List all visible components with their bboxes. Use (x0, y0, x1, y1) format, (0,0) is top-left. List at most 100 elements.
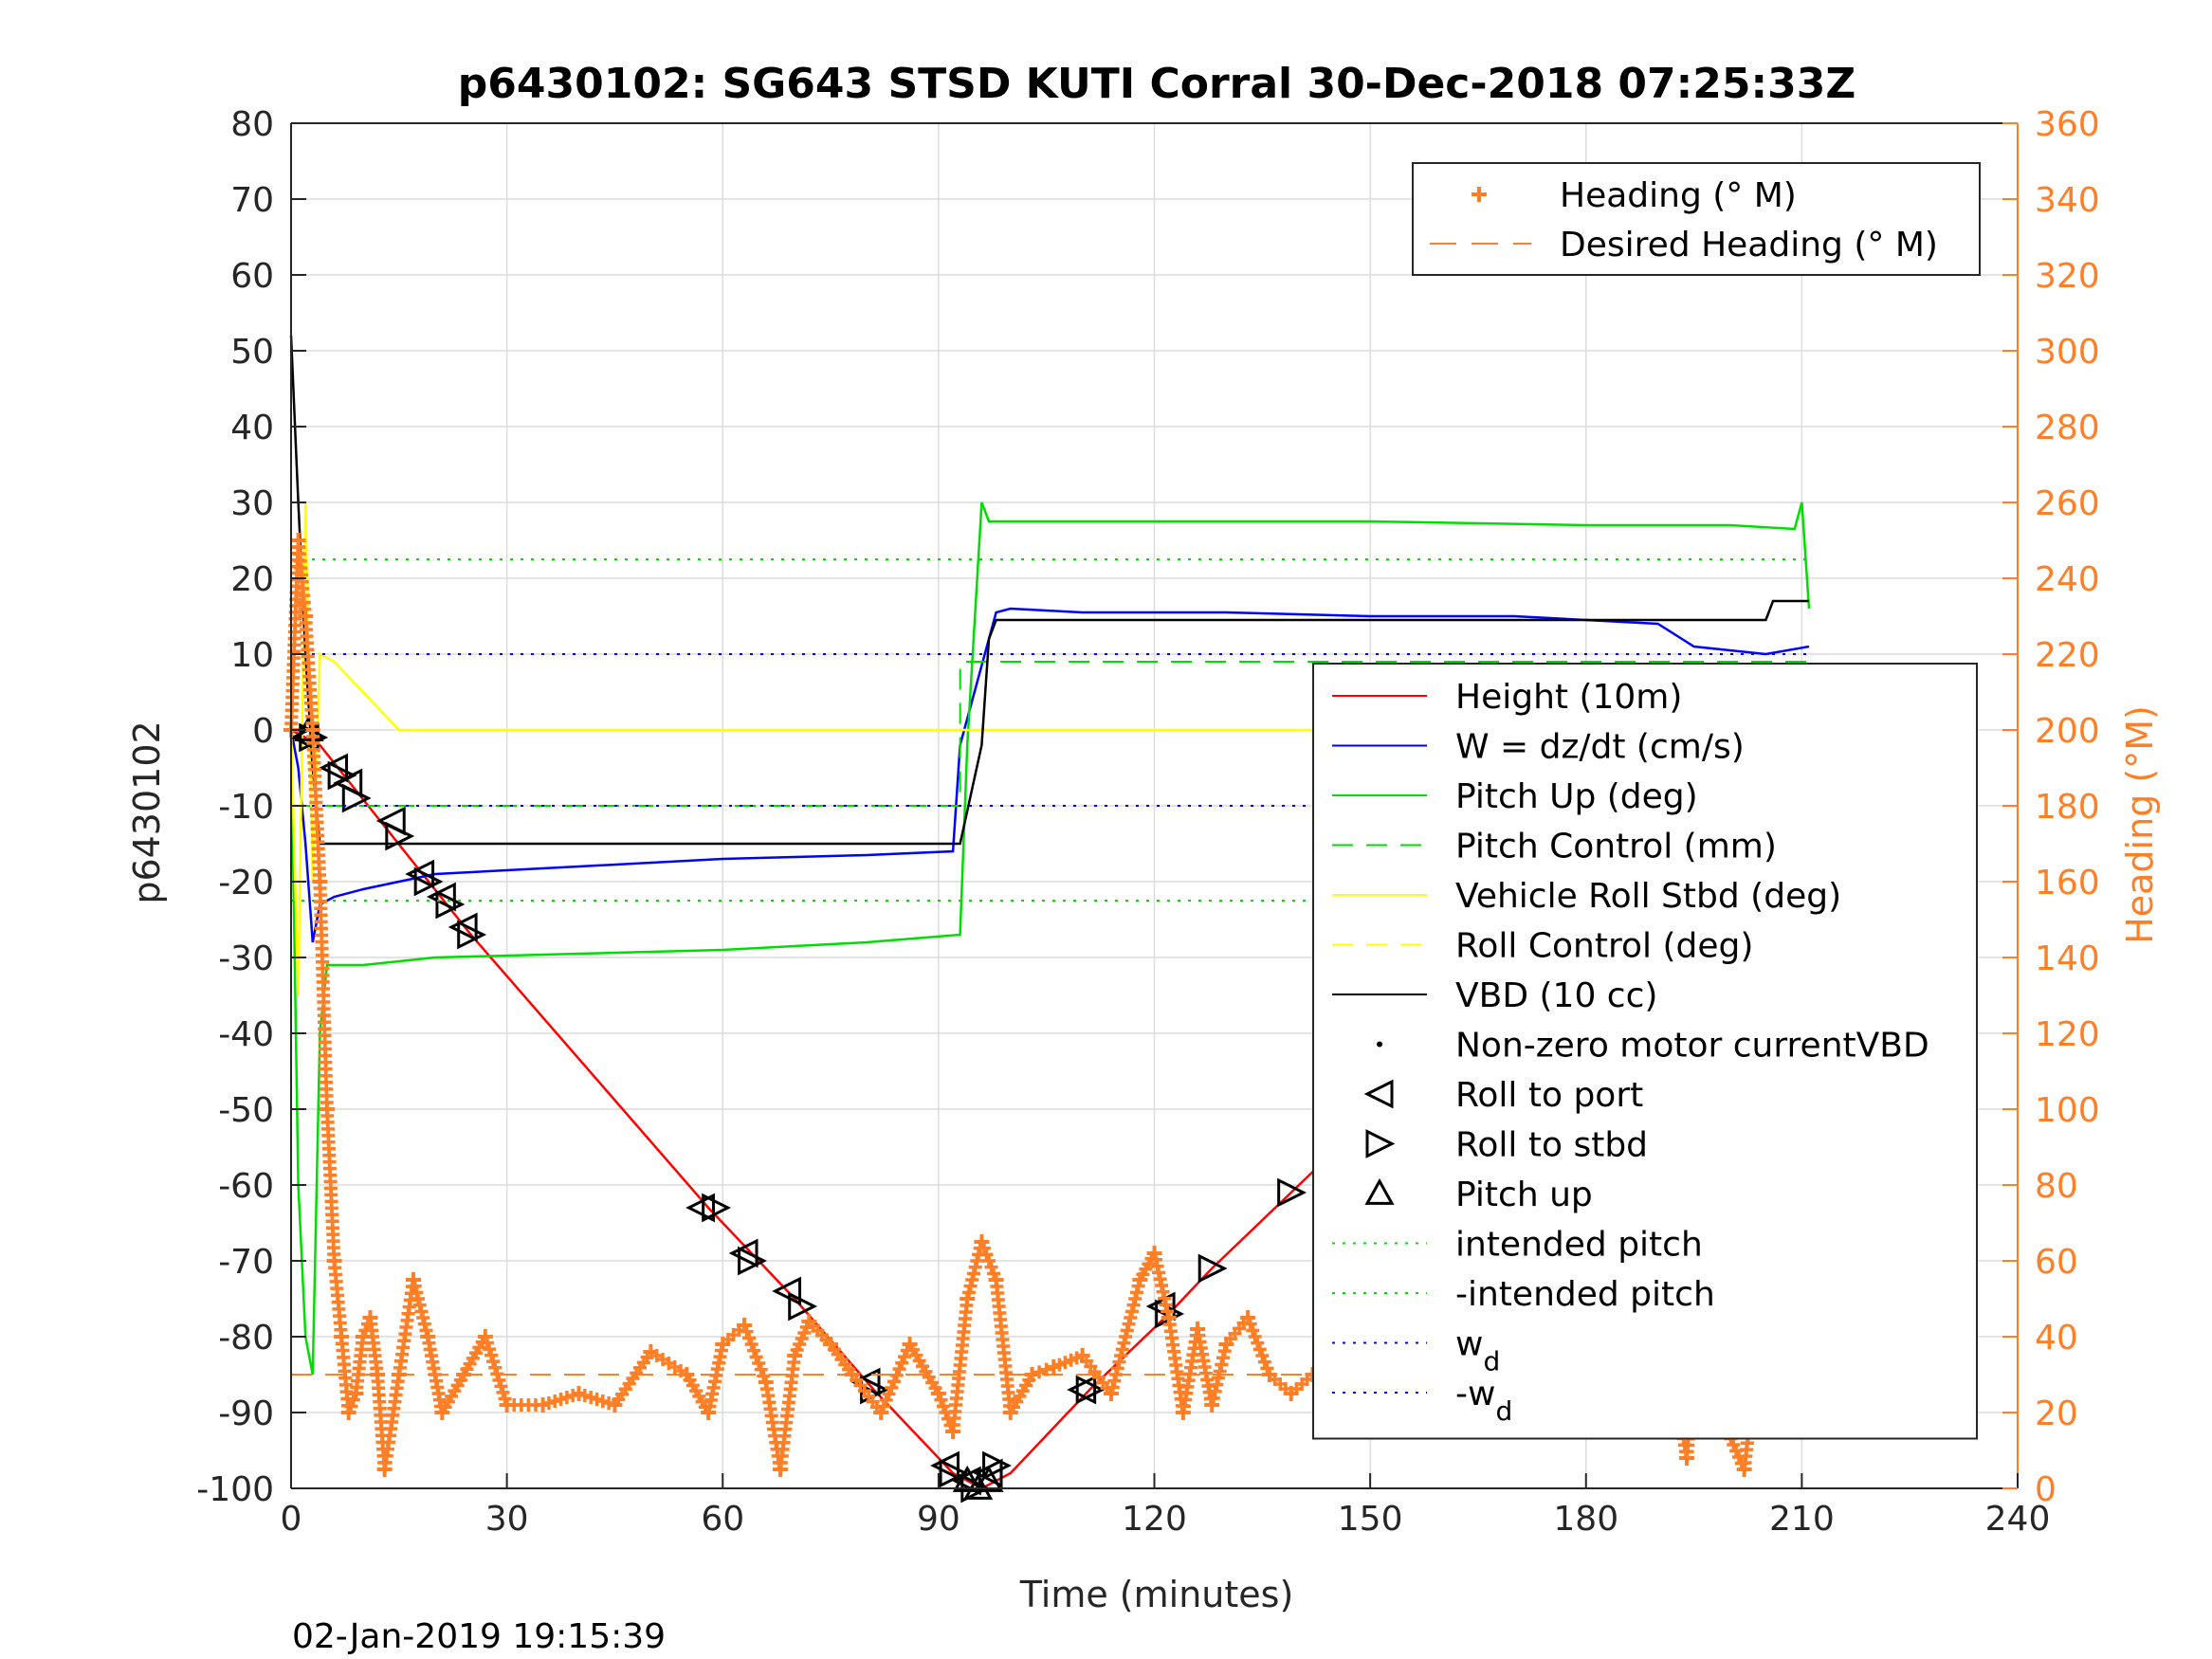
legend-label: Non-zero motor currentVBD (1455, 1027, 1929, 1066)
legend-label: intended pitch (1455, 1226, 1703, 1265)
point-heading (892, 1362, 906, 1376)
legend-swatch (1363, 1079, 1394, 1109)
marker-roll-to-stbd (327, 760, 357, 791)
y-tick-label-left: -90 (218, 1395, 274, 1433)
legend-label: Roll Control (deg) (1455, 927, 1753, 966)
y-tick-label-right: 320 (2035, 257, 2100, 296)
point-heading (1248, 1330, 1262, 1343)
marker-roll-to-port (1067, 1375, 1097, 1405)
y-tick-label-right: 280 (2035, 409, 2100, 447)
point-heading (486, 1355, 501, 1369)
legend-heading-box (1412, 162, 1981, 276)
y-tick-label-right: 120 (2035, 1015, 2100, 1054)
point-heading (1251, 1336, 1265, 1350)
point-heading (1243, 1317, 1257, 1331)
point-heading (344, 1399, 358, 1413)
point-heading (1257, 1355, 1271, 1369)
x-tick-label: 120 (1122, 1500, 1187, 1539)
legend-label: Pitch Up (deg) (1455, 777, 1698, 816)
marker-roll-to-port (850, 1367, 881, 1397)
y-tick-label-left: 10 (230, 636, 274, 675)
y-tick-label-right: 100 (2035, 1091, 2100, 1130)
point-heading (740, 1324, 754, 1339)
legend-swatch (1364, 1177, 1395, 1205)
y-tick-label-left: 30 (230, 484, 274, 523)
x-tick-label: 150 (1338, 1500, 1403, 1539)
point-heading (882, 1387, 896, 1401)
y-tick-label-left: -100 (196, 1470, 274, 1509)
marker-roll-to-stbd (1075, 1375, 1106, 1405)
legend-heading: Heading (° M) Desired Heading (° M) (1412, 162, 1981, 276)
marker-roll-to-stbd (413, 866, 444, 897)
marker-roll-to-stbd (1197, 1253, 1228, 1284)
chart-title: p6430102: SG643 STSD KUTI Corral 30-Dec-… (458, 60, 1856, 108)
legend-label: Height (10m) (1455, 678, 1682, 717)
point-heading (987, 1267, 1001, 1281)
point-heading (934, 1393, 948, 1407)
y-tick-label-left: -60 (218, 1167, 274, 1206)
y-tick-label-left: 50 (230, 333, 274, 372)
y-tick-label-right: 340 (2035, 181, 2100, 220)
y-tick-label-left: -40 (218, 1015, 274, 1054)
point-heading (752, 1357, 766, 1370)
x-tick-label: 30 (485, 1500, 529, 1539)
legend-label: -intended pitch (1455, 1275, 1715, 1314)
point-heading (879, 1393, 893, 1407)
point-heading (754, 1362, 768, 1376)
legend-label: Roll to port (1455, 1076, 1643, 1115)
point-heading (979, 1248, 994, 1262)
point-heading (1260, 1361, 1274, 1376)
y-tick-label-left: 40 (230, 409, 274, 447)
point-heading (1033, 1365, 1047, 1379)
point-heading (898, 1350, 912, 1364)
point-heading (757, 1369, 771, 1383)
marker-roll-to-port (686, 1193, 715, 1223)
marker-pitch-up (952, 1465, 982, 1492)
series-line-pitch-control-mm (291, 661, 1809, 807)
y-tick-label-right: 80 (2035, 1167, 2078, 1206)
point-heading (492, 1373, 506, 1387)
x-tick-label: 60 (701, 1500, 744, 1539)
y-tick-label-right: 40 (2035, 1319, 2078, 1358)
series-pitch-up (294, 714, 1004, 1500)
y-tick-label-left: 70 (230, 181, 274, 220)
point-heading (484, 1348, 499, 1362)
point-heading (984, 1260, 998, 1274)
marker-roll-to-stbd (788, 1291, 818, 1322)
marker-roll-to-stbd (939, 1458, 969, 1488)
y-tick-label-left: -20 (218, 864, 274, 902)
legend-label: Pitch Control (mm) (1455, 828, 1777, 866)
marker-roll-to-stbd (982, 1450, 1012, 1481)
y-axis-label-left: p6430102 (126, 720, 168, 903)
point-heading (981, 1254, 996, 1267)
point-heading (494, 1379, 508, 1394)
y-tick-label-right: 160 (2035, 864, 2100, 902)
x-tick-label: 240 (1985, 1500, 2051, 1539)
point-heading (488, 1360, 503, 1375)
point-heading (1727, 1438, 1741, 1451)
y-tick-label-right: 180 (2035, 788, 2100, 827)
point-heading (744, 1338, 759, 1351)
point-heading (977, 1241, 991, 1255)
marker-roll-to-stbd (1277, 1177, 1307, 1208)
point-heading (887, 1375, 901, 1389)
marker-roll-to-stbd (435, 889, 466, 920)
legend-heading-label: Heading (° M) (1560, 176, 1797, 215)
series-pitch-up-deg (289, 501, 1811, 1376)
marker-roll-to-stbd (457, 920, 487, 950)
legend-box (1312, 663, 1978, 1440)
point-heading (483, 1342, 497, 1357)
y-tick-label-right: 260 (2035, 484, 2100, 523)
y-tick-label-left: 60 (230, 257, 274, 296)
marker-roll-to-port (930, 1450, 960, 1481)
legend-subscript: d (1483, 1346, 1500, 1377)
point-heading (885, 1380, 899, 1395)
point-heading (889, 1368, 904, 1382)
point-heading (496, 1385, 510, 1399)
y-tick-label-right: 60 (2035, 1243, 2078, 1282)
series-line-pitch-up-deg (289, 501, 1811, 1376)
marker-pitch-up (974, 1465, 1004, 1492)
x-tick-label: 90 (917, 1500, 960, 1539)
legend-main: Height (10m) W = dz/dt (cm/s) Pitch Up (de… (1312, 663, 1978, 1440)
